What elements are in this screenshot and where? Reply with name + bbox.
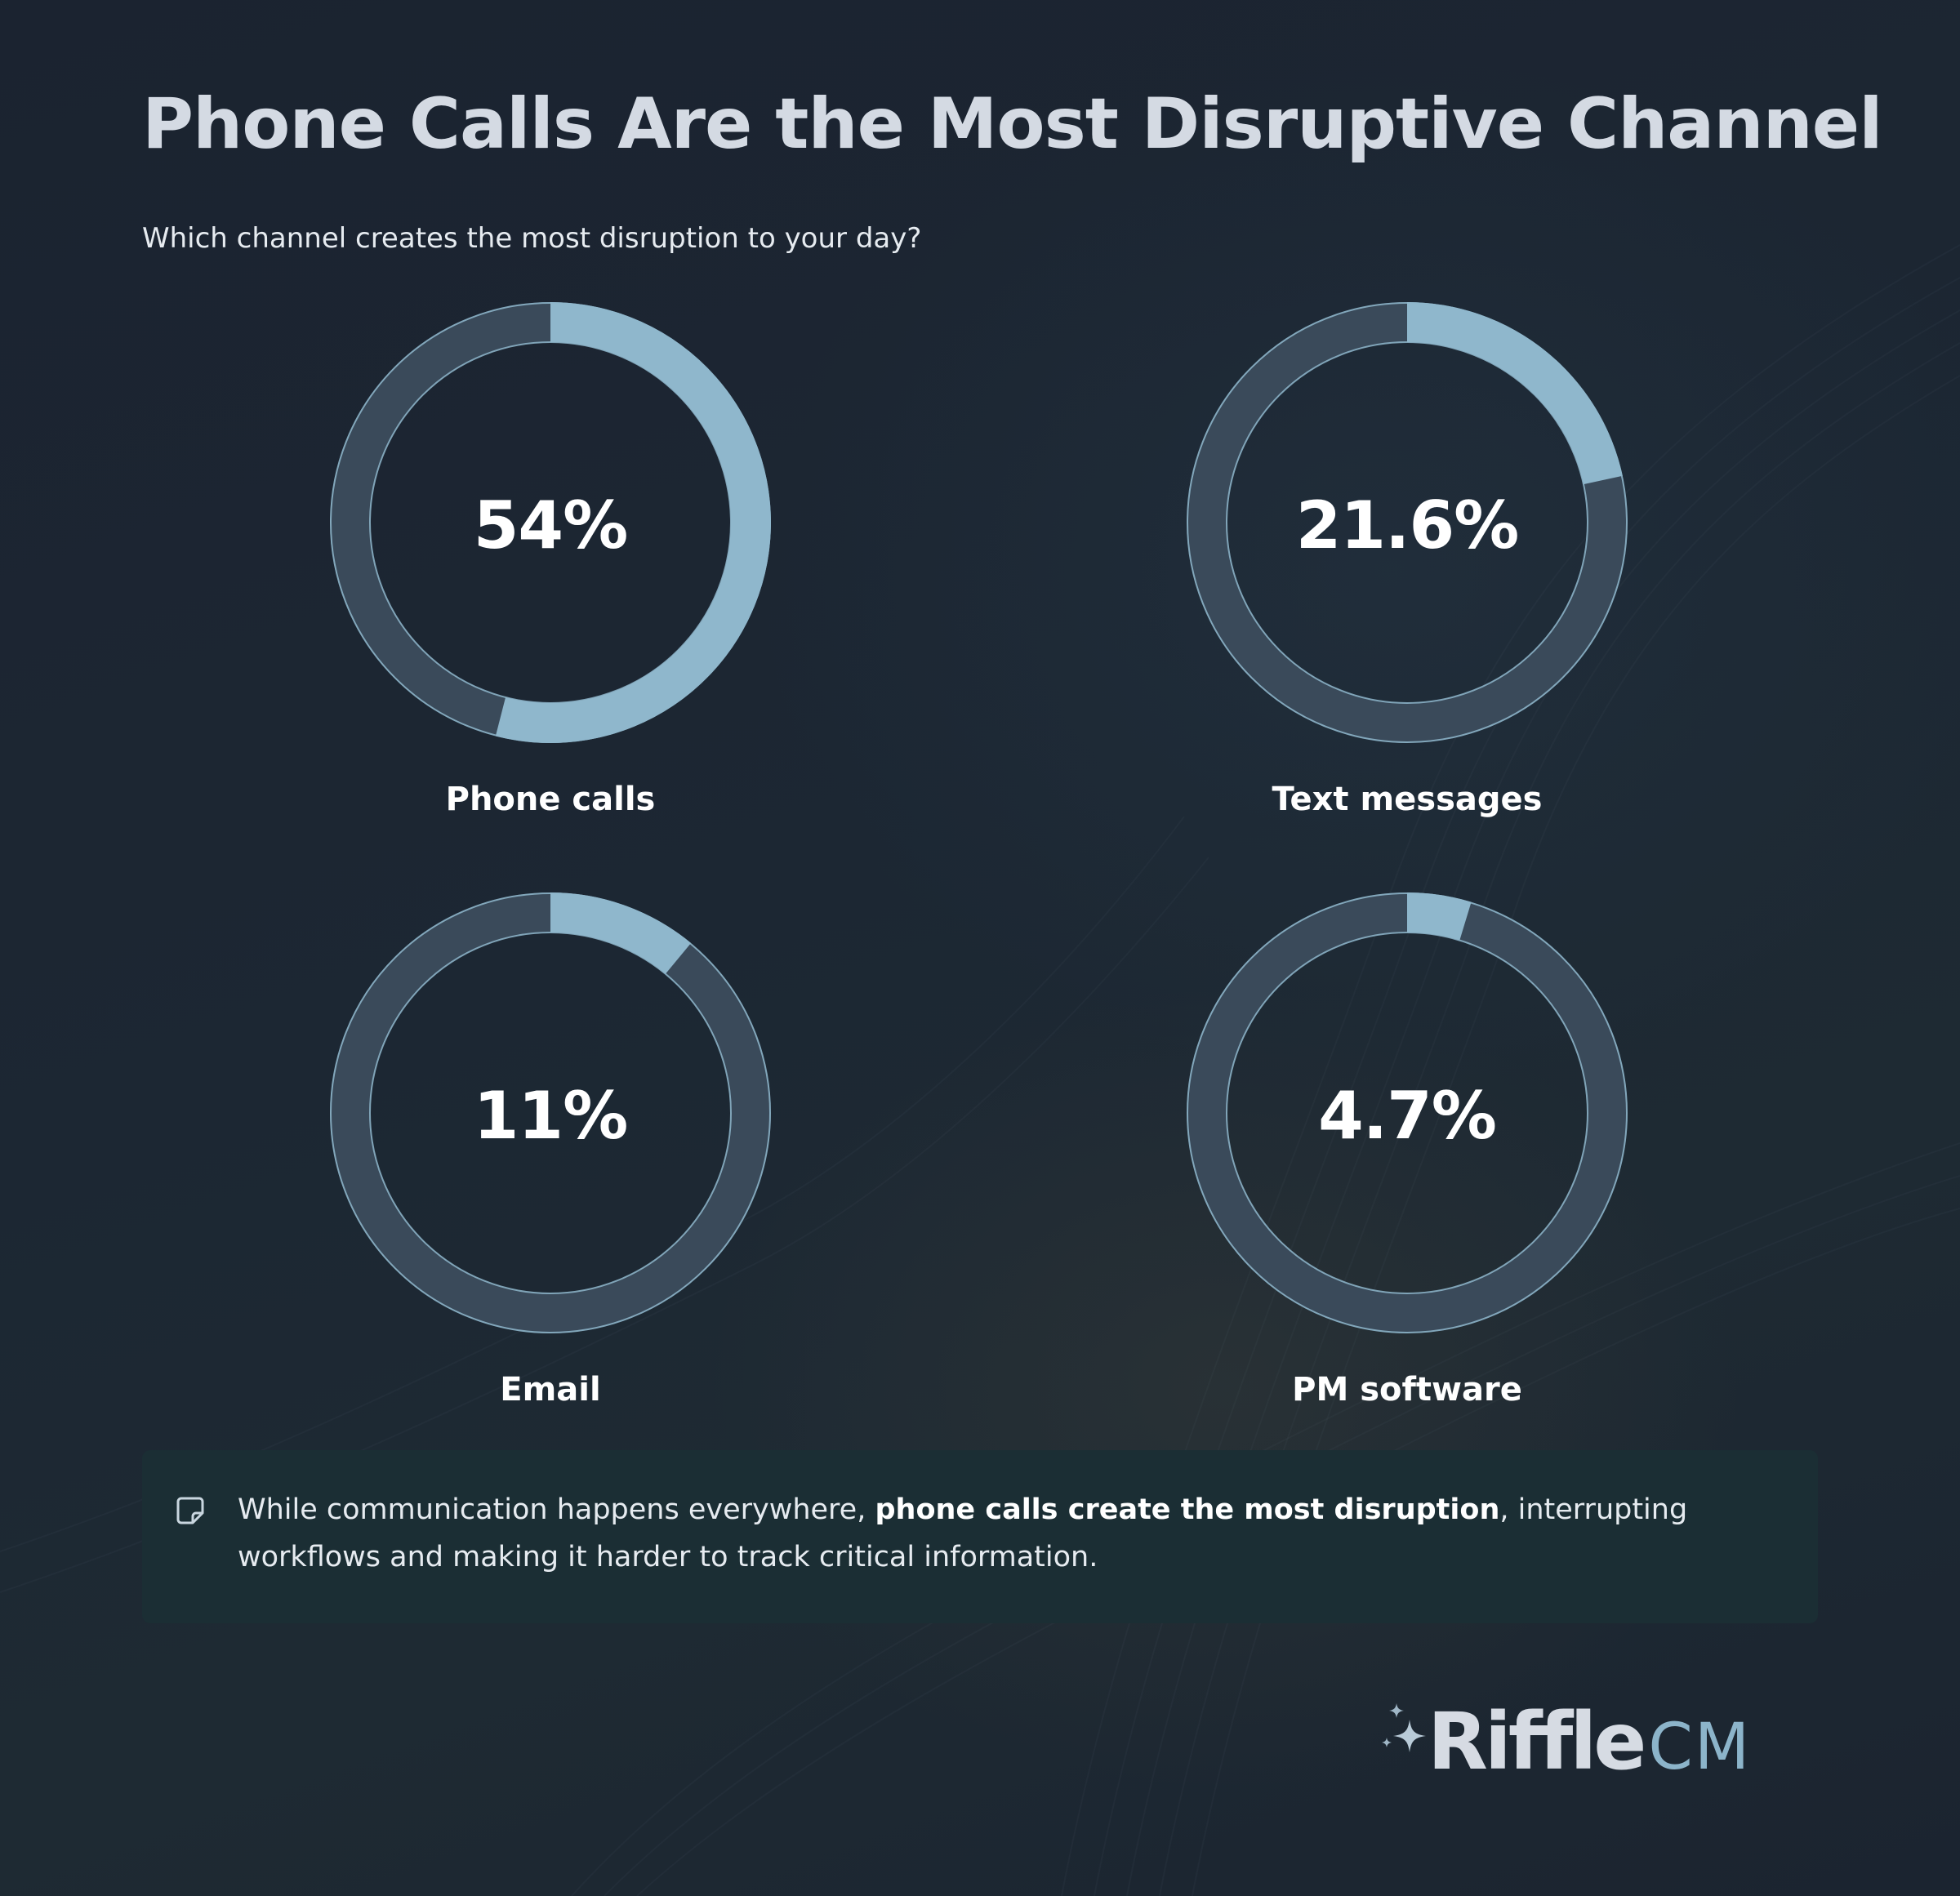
logo-wordmark: RiffleCM: [1428, 1697, 1751, 1792]
rifflecm-logo: RiffleCM: [1380, 1689, 1805, 1787]
channel-label: Email: [500, 1371, 601, 1409]
donut-chart: [1187, 892, 1628, 1333]
channel-label: Text messages: [1272, 781, 1543, 818]
percent-value: 21.6%: [1295, 487, 1520, 563]
donut-value-arc: [495, 302, 771, 743]
insight-callout: While communication happens everywhere, …: [142, 1450, 1818, 1623]
donut-card-text-messages: 21.6% Text messages: [1187, 302, 1758, 890]
sparkle-icon: [1382, 1703, 1426, 1752]
donut-value-arc: [1407, 892, 1472, 941]
percent-value: 54%: [473, 487, 628, 563]
channel-label: Phone calls: [445, 781, 656, 818]
callout-text: While communication happens everywhere, …: [238, 1486, 1789, 1581]
channel-label: PM software: [1292, 1371, 1522, 1409]
donut-chart: [330, 892, 771, 1333]
callout-text-after: , interrupting workflows and making it h…: [238, 1493, 1688, 1573]
callout-text-bold: phone calls create the most disruption: [875, 1493, 1500, 1526]
percent-value: 11%: [473, 1078, 628, 1154]
note-icon: [176, 1497, 204, 1524]
survey-question: Which channel creates the most disruptio…: [142, 222, 922, 255]
percent-value: 4.7%: [1318, 1078, 1497, 1154]
logo-brand: Riffle: [1428, 1696, 1646, 1787]
callout-text-before: While communication happens everywhere,: [238, 1493, 875, 1526]
donut-card-phone-calls: 54% Phone calls: [330, 302, 902, 890]
donut-card-pm-software: 4.7% PM software: [1187, 892, 1758, 1480]
logo-suffix: CM: [1648, 1711, 1752, 1784]
donut-chart: [330, 302, 771, 743]
donut-value-arc: [550, 892, 692, 974]
donut-value-arc: [1407, 302, 1623, 485]
donut-card-email: 11% Email: [330, 892, 902, 1480]
page-title: Phone Calls Are the Most Disruptive Chan…: [142, 83, 1883, 165]
donut-chart: [1187, 302, 1628, 743]
